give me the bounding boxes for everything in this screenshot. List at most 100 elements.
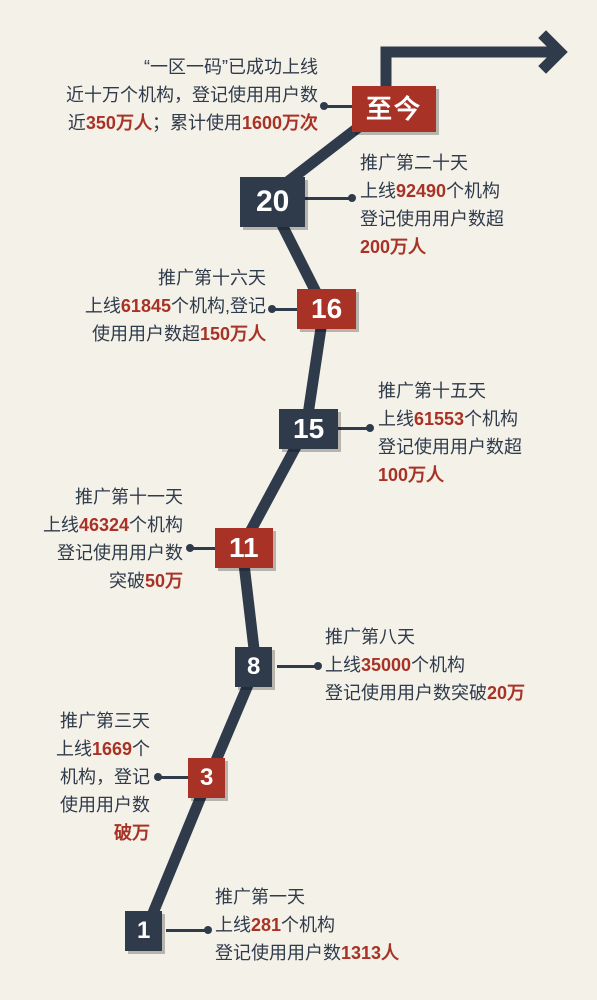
desc-line: 上线1669个 xyxy=(10,736,150,764)
milestone-label: 11 xyxy=(229,532,259,563)
desc-highlight: 350万人 xyxy=(86,113,152,133)
milestone-desc-day20: 推广第二十天上线92490个机构登记使用用户数超 200万人 xyxy=(360,150,504,262)
desc-highlight: 46324 xyxy=(79,515,129,535)
desc-text: 推广第十一天 xyxy=(75,487,183,507)
desc-highlight: 92490 xyxy=(396,181,446,201)
desc-text: 个 xyxy=(132,739,150,759)
desc-highlight: 20万 xyxy=(487,683,525,703)
timeline-canvas: 1推广第一天上线281个机构登记使用用户数1313人3推广第三天上线1669个机… xyxy=(0,0,597,1000)
milestone-label: 1 xyxy=(137,917,150,944)
desc-line: 近350万人；累计使用1600万次 xyxy=(38,110,318,138)
desc-text: 上线 xyxy=(378,409,414,429)
desc-line: 近十万个机构，登记使用用户数 xyxy=(38,82,318,110)
desc-text: 推广第三天 xyxy=(60,711,150,731)
desc-line: 推广第十一天 xyxy=(18,484,183,512)
connector-dot-day16 xyxy=(268,305,276,313)
connector-dot-day15 xyxy=(366,424,374,432)
desc-text: 上线 xyxy=(360,181,396,201)
desc-text: 个机构 xyxy=(411,655,465,675)
desc-text: “一区一码”已成功上线 xyxy=(144,57,318,77)
connector-dot-now xyxy=(320,102,328,110)
desc-line: 机构，登记 xyxy=(10,764,150,792)
milestone-box-day20: 20 xyxy=(240,177,305,227)
desc-highlight: 200万人 xyxy=(360,237,426,257)
milestone-box-day16: 16 xyxy=(297,289,356,329)
connector-dot-day8 xyxy=(314,662,322,670)
desc-text: 使用用户数超 xyxy=(92,324,200,344)
connector-dot-day11 xyxy=(186,544,194,552)
desc-text: 上线 xyxy=(85,296,121,316)
desc-line: 登记使用用户数突破20万 xyxy=(325,680,525,708)
desc-highlight: 1669 xyxy=(92,739,132,759)
desc-line: 上线61553个机构 xyxy=(378,406,522,434)
desc-line: 100万人 xyxy=(378,462,522,490)
desc-line: 上线46324个机构 xyxy=(18,512,183,540)
desc-line: 推广第三天 xyxy=(10,708,150,736)
desc-line: 登记使用用户数1313人 xyxy=(215,940,399,968)
desc-line: 200万人 xyxy=(360,234,504,262)
desc-text: 近十万个机构，登记使用用户数 xyxy=(66,85,318,105)
milestone-box-day1: 1 xyxy=(125,911,162,951)
desc-highlight: 61845 xyxy=(121,296,171,316)
desc-text: 推广第十六天 xyxy=(158,268,266,288)
desc-text: 推广第八天 xyxy=(325,627,415,647)
desc-text: 推广第一天 xyxy=(215,887,305,907)
desc-line: 上线92490个机构 xyxy=(360,178,504,206)
desc-text: 上线 xyxy=(56,739,92,759)
desc-text: 推广第二十天 xyxy=(360,153,468,173)
milestone-label: 3 xyxy=(200,764,213,791)
connector-day8 xyxy=(277,665,318,668)
milestone-box-day11: 11 xyxy=(215,528,273,568)
desc-text: 近 xyxy=(68,113,86,133)
desc-highlight: 35000 xyxy=(361,655,411,675)
desc-text: 个机构 xyxy=(129,515,183,535)
desc-line: 推广第八天 xyxy=(325,624,525,652)
desc-highlight: 150万人 xyxy=(200,324,266,344)
desc-text: 登记使用用户数超 xyxy=(360,209,504,229)
desc-line: 上线281个机构 xyxy=(215,912,399,940)
desc-text: 推广第十五天 xyxy=(378,381,486,401)
milestone-desc-day11: 推广第十一天上线46324个机构登记使用用户数突破50万 xyxy=(18,484,183,596)
desc-text: 使用用户数 xyxy=(60,795,150,815)
milestone-desc-day3: 推广第三天上线1669个机构，登记使用用户数破万 xyxy=(10,708,150,847)
desc-highlight: 61553 xyxy=(414,409,464,429)
connector-dot-day20 xyxy=(348,194,356,202)
desc-line: 登记使用用户数超 xyxy=(378,434,522,462)
desc-text: 突破 xyxy=(109,571,145,591)
desc-line: 使用用户数超150万人 xyxy=(46,321,266,349)
milestone-label: 20 xyxy=(256,185,289,218)
desc-line: “一区一码”已成功上线 xyxy=(38,54,318,82)
milestone-label: 至今 xyxy=(366,94,422,124)
milestone-desc-now: “一区一码”已成功上线近十万个机构，登记使用用户数近350万人；累计使用1600… xyxy=(38,54,318,138)
milestone-box-day3: 3 xyxy=(188,758,225,798)
connector-day3 xyxy=(158,776,188,779)
desc-highlight: 1313人 xyxy=(341,943,399,963)
desc-line: 推广第十五天 xyxy=(378,378,522,406)
desc-line: 使用用户数 xyxy=(10,792,150,820)
milestone-box-day15: 15 xyxy=(279,409,338,449)
desc-line: 推广第十六天 xyxy=(46,265,266,293)
connector-day15 xyxy=(333,427,370,430)
desc-text: ；累计使用 xyxy=(152,113,242,133)
connector-day20 xyxy=(300,197,352,200)
desc-line: 登记使用用户数 xyxy=(18,540,183,568)
milestone-label: 8 xyxy=(247,653,260,680)
milestone-box-now: 至今 xyxy=(352,86,436,132)
desc-highlight: 281 xyxy=(251,915,281,935)
desc-highlight: 100万人 xyxy=(378,465,444,485)
desc-highlight: 破万 xyxy=(114,823,150,843)
desc-text: 上线 xyxy=(215,915,251,935)
desc-highlight: 1600万次 xyxy=(242,113,318,133)
milestone-label: 16 xyxy=(311,293,342,324)
connector-dot-day1 xyxy=(204,926,212,934)
milestone-box-day8: 8 xyxy=(235,647,272,687)
desc-text: 机构，登记 xyxy=(60,767,150,787)
connector-day1 xyxy=(166,929,208,932)
desc-text: 个机构 xyxy=(464,409,518,429)
desc-line: 推广第一天 xyxy=(215,884,399,912)
desc-text: 上线 xyxy=(325,655,361,675)
milestone-desc-day16: 推广第十六天上线61845个机构,登记使用用户数超150万人 xyxy=(46,265,266,349)
connector-now xyxy=(324,105,352,108)
milestone-desc-day15: 推广第十五天上线61553个机构登记使用用户数超100万人 xyxy=(378,378,522,490)
desc-line: 上线35000个机构 xyxy=(325,652,525,680)
